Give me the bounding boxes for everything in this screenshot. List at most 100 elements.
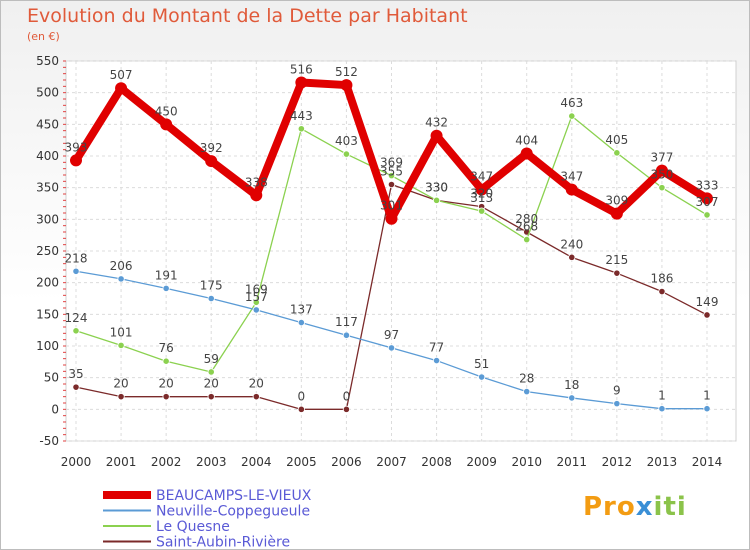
data-point [207, 393, 215, 401]
data-label: 20 [249, 377, 264, 391]
data-point [342, 331, 351, 339]
legend-label: Saint-Aubin-Rivière [156, 535, 290, 550]
legend-label: Neuville-Coppegueule [156, 504, 310, 520]
data-label: 101 [110, 325, 133, 339]
legend-label: Le Quesne [156, 519, 230, 535]
data-point [613, 149, 621, 157]
x-tick-label: 2006 [331, 455, 362, 469]
data-point [387, 180, 396, 189]
data-label: 240 [560, 237, 583, 251]
x-tick-label: 2001 [106, 455, 137, 469]
y-tick-label: 300 [36, 212, 59, 226]
data-point [72, 383, 80, 391]
data-point [523, 387, 531, 396]
data-label: 507 [110, 68, 133, 82]
x-tick-label: 2013 [647, 455, 678, 469]
chart-title: Evolution du Montant de la Dette par Hab… [27, 5, 468, 27]
y-tick-label: 50 [44, 371, 59, 385]
data-point [387, 344, 396, 352]
data-label: 28 [519, 372, 534, 386]
data-point [117, 393, 125, 401]
data-label: 117 [335, 315, 358, 329]
y-tick-label: 550 [36, 54, 59, 68]
data-point [385, 212, 398, 225]
data-point [162, 284, 170, 292]
data-label: 0 [298, 389, 306, 403]
proxiti-logo: Proxiti [583, 492, 687, 522]
data-point [115, 82, 128, 95]
data-point [613, 269, 621, 277]
data-point [70, 154, 82, 167]
data-label: 355 [380, 165, 403, 179]
data-label: 51 [474, 357, 489, 371]
data-label: 280 [515, 212, 538, 226]
data-point [658, 184, 666, 192]
data-point [207, 294, 215, 303]
data-label: 218 [65, 251, 88, 265]
data-point [568, 112, 576, 120]
data-point [613, 400, 621, 408]
data-label: 77 [429, 341, 444, 355]
data-label: 1 [658, 389, 666, 403]
data-point [520, 147, 533, 160]
data-label: 320 [470, 187, 493, 201]
data-label: 377 [650, 151, 673, 165]
data-point [207, 368, 215, 376]
data-label: 137 [290, 303, 313, 317]
data-label: 191 [155, 268, 178, 282]
data-point [703, 405, 711, 413]
data-point [568, 253, 576, 261]
x-tick-label: 2007 [376, 455, 407, 469]
x-tick-label: 2012 [602, 455, 633, 469]
data-label: 450 [155, 104, 178, 118]
data-label: 215 [605, 253, 628, 267]
logo-part-2: x [635, 492, 654, 522]
data-label: 20 [113, 377, 128, 391]
x-tick-label: 2002 [151, 455, 182, 469]
data-label: 206 [110, 259, 133, 273]
data-point [340, 79, 353, 92]
data-point [523, 236, 531, 244]
data-label: 175 [200, 279, 223, 293]
x-tick-label: 2009 [466, 455, 497, 469]
data-label: 347 [470, 170, 493, 184]
x-tick-label: 2014 [692, 455, 723, 469]
data-point [342, 405, 351, 413]
data-point [160, 118, 173, 131]
data-point [250, 189, 263, 202]
data-label: 350 [650, 168, 673, 182]
data-point [432, 356, 441, 365]
data-point [430, 129, 443, 142]
data-label: 157 [245, 290, 268, 304]
data-point [297, 318, 305, 327]
data-point [252, 298, 260, 306]
data-point [205, 155, 218, 168]
data-label: 20 [159, 377, 174, 391]
data-label: 443 [290, 109, 313, 123]
data-point [655, 164, 668, 177]
data-label: 301 [380, 199, 403, 213]
logo-part-3: iti [653, 492, 687, 522]
data-point [475, 183, 488, 196]
data-point [295, 76, 308, 89]
data-point [162, 357, 170, 365]
data-label: 393 [65, 140, 88, 154]
y-tick-label: 350 [36, 181, 59, 195]
data-point [297, 405, 305, 413]
y-tick-label: 100 [36, 339, 59, 353]
data-label: 97 [384, 328, 399, 342]
data-label: 338 [245, 175, 268, 189]
data-point [610, 207, 623, 220]
data-label: 268 [515, 220, 538, 234]
data-point [432, 196, 441, 204]
data-label: 35 [68, 367, 83, 381]
y-tick-label: 450 [36, 117, 59, 131]
data-point [478, 373, 486, 381]
data-label: 463 [560, 96, 583, 110]
chart-subtitle: (en €) [27, 30, 60, 43]
data-label: 20 [204, 377, 219, 391]
data-label: 516 [290, 63, 313, 77]
y-tick-label: 0 [51, 402, 59, 416]
data-label: 309 [605, 194, 628, 208]
